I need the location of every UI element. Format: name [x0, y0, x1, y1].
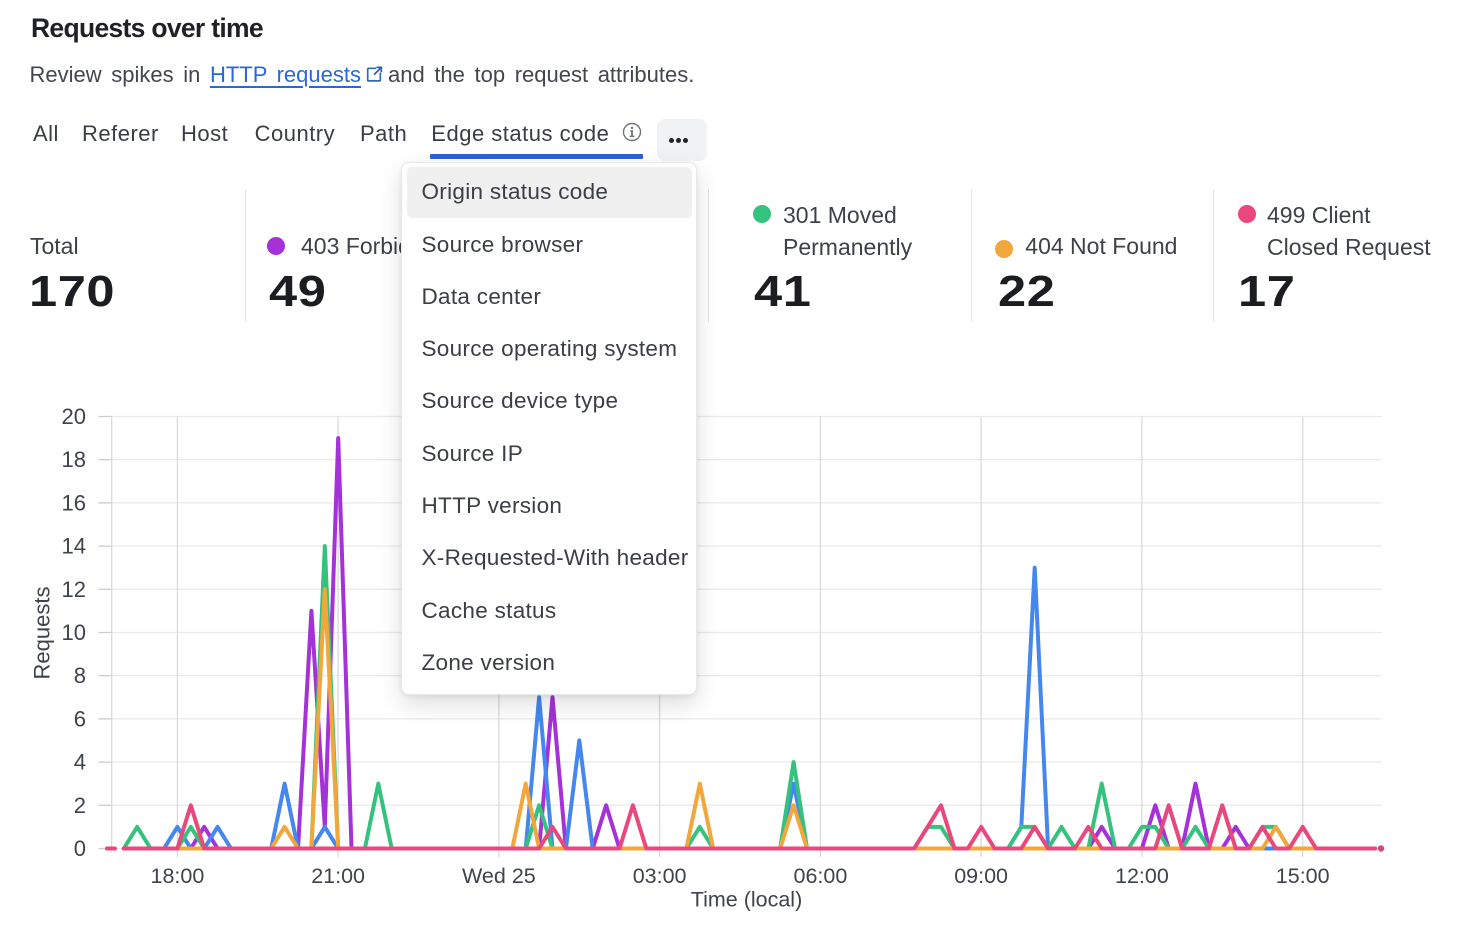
- svg-text:18: 18: [62, 447, 86, 472]
- svg-text:18:00: 18:00: [150, 864, 204, 888]
- svg-text:12: 12: [62, 577, 86, 602]
- svg-text:15:00: 15:00: [1276, 864, 1330, 888]
- svg-text:Wed 25: Wed 25: [462, 864, 536, 888]
- svg-text:8: 8: [74, 663, 86, 688]
- svg-text:14: 14: [62, 534, 86, 559]
- svg-text:16: 16: [62, 490, 86, 515]
- svg-text:0: 0: [74, 836, 86, 861]
- svg-text:2: 2: [74, 793, 86, 818]
- svg-text:6: 6: [74, 706, 86, 731]
- svg-text:09:00: 09:00: [954, 864, 1008, 888]
- svg-text:Requests: Requests: [30, 587, 55, 680]
- svg-text:Time (local): Time (local): [691, 888, 803, 912]
- svg-text:06:00: 06:00: [793, 864, 847, 888]
- svg-text:21:00: 21:00: [311, 864, 365, 888]
- svg-text:03:00: 03:00: [633, 864, 687, 888]
- svg-text:10: 10: [62, 620, 86, 645]
- svg-text:20: 20: [62, 404, 86, 429]
- svg-text:12:00: 12:00: [1115, 864, 1169, 888]
- svg-text:4: 4: [74, 750, 86, 775]
